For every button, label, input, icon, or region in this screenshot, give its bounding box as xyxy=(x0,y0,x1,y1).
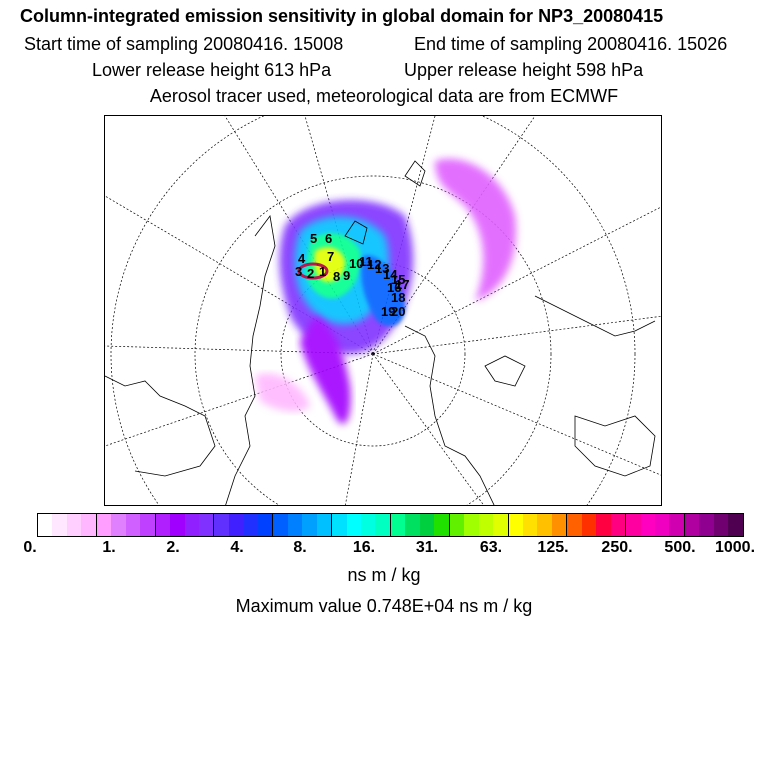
colorbar-tick-label: 125. xyxy=(537,539,569,556)
colorbar-segment xyxy=(699,514,714,536)
point-label: 3 xyxy=(295,264,302,279)
colorbar-segment xyxy=(610,514,626,536)
point-label: 11 xyxy=(359,254,373,269)
colorbar-segment xyxy=(464,514,479,536)
colorbar-tick-label: 500. xyxy=(664,539,696,556)
colorbar-segment xyxy=(272,514,288,536)
point-label: 19 xyxy=(381,304,395,319)
colorbar-segment xyxy=(184,514,199,536)
page-title: Column-integrated emission sensitivity i… xyxy=(20,6,664,26)
colorbar-segment xyxy=(66,514,82,536)
colorbar-segment xyxy=(566,514,582,536)
sensitivity-map: 5 6 7 4 3 2 1 8 9 10 11 12 13 14 15 16 1… xyxy=(105,116,661,505)
colorbar-segment xyxy=(111,514,126,536)
colorbar-tick-label: 2. xyxy=(166,539,180,556)
colorbar-segment xyxy=(95,514,112,536)
colorbar-segment xyxy=(522,514,538,536)
lower-release-label: Lower release height 613 hPa xyxy=(92,60,332,80)
colorbar-segment xyxy=(419,514,435,536)
point-label: 10 xyxy=(349,256,363,271)
point-label: 4 xyxy=(298,251,306,266)
point-label: 1 xyxy=(319,264,326,279)
colorbar-ticks: 0. 1. 2. 4. 8. 16. 31. 63. 125. 250. 500… xyxy=(0,539,768,559)
upper-release-label: Upper release height 598 hPa xyxy=(404,60,644,80)
colorbar-segment xyxy=(405,514,420,536)
colorbar-segment xyxy=(596,514,611,536)
colorbar-tick-label: 16. xyxy=(352,539,376,556)
colorbar-segment xyxy=(434,514,449,536)
map-frame: 5 6 7 4 3 2 1 8 9 10 11 12 13 14 15 16 1… xyxy=(104,115,662,506)
point-label: 16 xyxy=(387,280,401,295)
sensitivity-plume xyxy=(255,158,516,425)
point-label: 6 xyxy=(325,231,332,246)
point-label: 12 xyxy=(367,257,381,272)
colorbar-segment xyxy=(257,514,273,536)
point-label: 7 xyxy=(327,249,334,264)
point-label: 20 xyxy=(391,304,405,319)
colorbar-segment xyxy=(669,514,684,536)
start-time-label: Start time of sampling 20080416. 15008 xyxy=(24,34,344,54)
colorbar-segment xyxy=(331,514,347,536)
point-label: 9 xyxy=(343,268,350,283)
coastlines xyxy=(105,160,656,505)
colorbar-segment xyxy=(375,514,390,536)
colorbar-segment xyxy=(213,514,229,536)
colorbar-segment xyxy=(81,514,96,536)
colorbar-tick-label: 250. xyxy=(601,539,633,556)
colorbar-tick-label: 4. xyxy=(230,539,244,556)
colorbar-segment xyxy=(389,514,406,536)
colorbar-segment xyxy=(316,514,332,536)
point-label: 17 xyxy=(395,277,409,292)
point-label: 18 xyxy=(391,290,405,305)
colorbar-unit: ns m / kg xyxy=(347,565,421,585)
colorbar-segment xyxy=(537,514,552,536)
colorbar-segment xyxy=(728,514,743,536)
colorbar-segment xyxy=(507,514,523,536)
colorbar-segment xyxy=(478,514,494,536)
colorbar-segment xyxy=(640,514,656,536)
end-time-label: End time of sampling 20080416. 15026 xyxy=(414,34,728,54)
colorbar-segment xyxy=(581,514,597,536)
colorbar-tick-label: 8. xyxy=(293,539,307,556)
point-label: 8 xyxy=(333,269,340,284)
colorbar-tick-label: 1000. xyxy=(714,539,756,556)
colorbar-segment xyxy=(198,514,214,536)
point-label: 13 xyxy=(375,261,389,276)
point-label: 15 xyxy=(391,272,405,287)
colorbar-segment xyxy=(683,514,700,536)
colorbar-segment xyxy=(170,514,185,536)
colorbar xyxy=(37,513,744,537)
colorbar-segment xyxy=(655,514,670,536)
point-label: 14 xyxy=(383,267,398,282)
colorbar-segment xyxy=(140,514,155,536)
point-label: 5 xyxy=(310,231,317,246)
colorbar-segment xyxy=(287,514,303,536)
colorbar-segment xyxy=(493,514,508,536)
colorbar-segment xyxy=(713,514,729,536)
colorbar-segment xyxy=(360,514,376,536)
release-point-labels: 5 6 7 4 3 2 1 8 9 10 11 12 13 14 15 16 1… xyxy=(295,231,409,319)
point-label: 2 xyxy=(307,266,314,281)
colorbar-segment xyxy=(125,514,141,536)
tracer-info-line: Aerosol tracer used, meteorological data… xyxy=(149,86,619,106)
maximum-value-text: Maximum value 0.748E+04 ns m / kg xyxy=(235,596,533,616)
colorbar-segment xyxy=(243,514,258,536)
colorbar-segment xyxy=(38,514,53,536)
colorbar-tick-label: 31. xyxy=(415,539,439,556)
colorbar-segment xyxy=(346,514,361,536)
colorbar-segment xyxy=(302,514,317,536)
colorbar-segment xyxy=(52,514,67,536)
colorbar-segment xyxy=(625,514,641,536)
colorbar-segment xyxy=(228,514,244,536)
colorbar-segment xyxy=(154,514,171,536)
colorbar-tick-label: 1. xyxy=(102,539,116,556)
colorbar-segment xyxy=(551,514,567,536)
colorbar-tick-label: 63. xyxy=(479,539,503,556)
colorbar-tick-label: 0. xyxy=(23,539,37,556)
colorbar-segment xyxy=(448,514,465,536)
